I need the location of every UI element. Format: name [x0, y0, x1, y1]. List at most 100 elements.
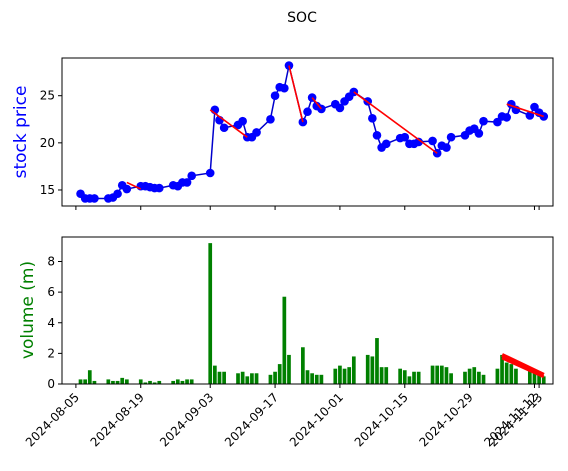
- volume-bar: [222, 371, 226, 384]
- volume-bar: [217, 371, 222, 384]
- price-point: [368, 114, 377, 123]
- volume-y-tick-label: 0: [47, 377, 55, 391]
- volume-bar: [541, 376, 546, 384]
- price-point: [372, 130, 382, 140]
- volume-panel: 0 2 4 6 8 2024-08-05 2024-08-19 2024-09-03 2024…: [18, 236, 554, 449]
- volume-bar: [240, 371, 245, 384]
- volume-bar: [314, 374, 319, 384]
- volume-bar: [365, 354, 370, 384]
- volume-bar: [254, 373, 259, 384]
- price-trend-line: [126, 181, 142, 190]
- price-point: [381, 139, 391, 149]
- volume-y-tick-label: 6: [47, 285, 55, 299]
- volume-x-ticks: 2024-08-05 2024-08-19 2024-09-03 2024-09-17…: [23, 384, 545, 449]
- volume-bar: [347, 367, 352, 384]
- price-trend-line: [311, 97, 323, 110]
- volume-bar: [504, 362, 509, 384]
- volume-trend-line: [501, 353, 545, 377]
- volume-y-tick-label: 8: [47, 255, 55, 269]
- volume-trend-line: [501, 356, 545, 379]
- volume-bar: [342, 368, 347, 384]
- price-point: [428, 136, 437, 146]
- x-tick-label: 2024-10-15: [352, 390, 411, 449]
- volume-bar: [175, 379, 180, 384]
- price-plot-area: [76, 61, 549, 203]
- price-point: [252, 128, 261, 137]
- price-y-tick-label: 25: [40, 89, 55, 103]
- price-point: [442, 143, 451, 152]
- price-point: [154, 183, 164, 193]
- price-point: [414, 137, 423, 147]
- volume-y-tick-label: 4: [47, 316, 55, 330]
- volume-bar: [106, 379, 111, 384]
- price-point: [90, 194, 99, 203]
- volume-bar: [180, 380, 185, 384]
- x-tick-label: 2024-10-01: [287, 390, 346, 449]
- volume-bar: [412, 371, 416, 384]
- volume-bar: [92, 380, 97, 384]
- volume-bar: [273, 371, 277, 384]
- volume-bar: [439, 365, 444, 384]
- price-point: [502, 113, 511, 122]
- price-point: [205, 168, 215, 178]
- chart-title: SOC: [287, 10, 317, 26]
- volume-bar: [435, 365, 440, 384]
- volume-bar: [115, 380, 120, 384]
- volume-bar: [310, 373, 314, 384]
- volume-bar: [477, 371, 481, 384]
- volume-bar: [430, 365, 435, 384]
- price-point: [335, 103, 345, 113]
- price-trend-line: [288, 65, 304, 123]
- volume-bar: [138, 379, 143, 384]
- price-point: [303, 107, 312, 117]
- price-point: [474, 129, 484, 138]
- volume-bar: [268, 374, 273, 384]
- x-tick-label: 2024-09-03: [157, 390, 216, 449]
- volume-bar: [213, 365, 217, 384]
- volume-bar: [449, 373, 453, 384]
- volume-bar: [402, 370, 407, 384]
- price-point: [187, 171, 196, 181]
- price-y-axis-label: stock price: [11, 86, 31, 179]
- price-axes-frame: [61, 57, 554, 207]
- volume-y-tick-label: 2: [47, 346, 55, 360]
- volume-bar: [500, 354, 504, 384]
- volume-bar: [319, 374, 324, 384]
- volume-bar: [338, 365, 342, 384]
- volume-plot-area: [78, 243, 546, 384]
- price-point: [280, 83, 289, 93]
- price-trend-line: [209, 109, 248, 138]
- price-panel: 15 20 25 stock price: [11, 57, 554, 210]
- volume-bar: [171, 380, 176, 384]
- volume-bar: [537, 373, 541, 384]
- volume-bar: [467, 368, 472, 384]
- volume-axes-frame: [61, 236, 554, 385]
- price-point: [446, 132, 456, 142]
- volume-bar: [301, 347, 305, 384]
- volume-bar: [236, 373, 240, 384]
- price-y-ticks: 15 20 25: [40, 89, 62, 197]
- volume-bar: [481, 374, 486, 384]
- volume-bar: [185, 379, 189, 384]
- price-y-tick-label: 15: [40, 183, 55, 197]
- price-trend-line: [353, 91, 438, 154]
- volume-bar: [514, 368, 518, 384]
- x-tick-label: 2024-08-19: [88, 390, 147, 449]
- volume-bar: [83, 379, 88, 384]
- price-point: [219, 123, 229, 133]
- volume-bar: [111, 380, 115, 384]
- volume-bar: [495, 368, 500, 384]
- price-point: [270, 91, 280, 101]
- volume-bar: [143, 382, 148, 384]
- price-x-ticks: [75, 206, 540, 210]
- volume-bar: [384, 367, 389, 384]
- price-y-tick-label: 20: [40, 136, 55, 150]
- price-point: [182, 178, 192, 187]
- price-point: [400, 132, 410, 142]
- price-point: [266, 114, 275, 124]
- volume-bar: [287, 354, 291, 384]
- volume-bar: [189, 379, 194, 384]
- volume-bar: [305, 370, 310, 384]
- volume-bar: [282, 296, 287, 384]
- x-tick-label: 2024-09-17: [222, 390, 281, 449]
